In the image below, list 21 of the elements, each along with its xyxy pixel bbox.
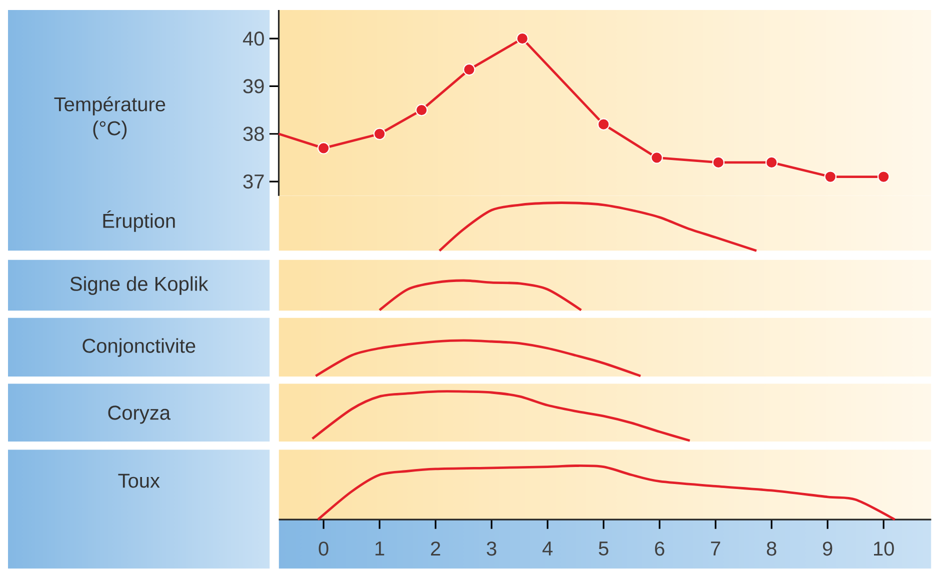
- x-tick-label: 9: [822, 542, 832, 556]
- x-tick-label: 5: [598, 542, 608, 556]
- y-tick-label: 39: [243, 79, 264, 94]
- x-tick-label: 1: [376, 542, 384, 556]
- y-axis-title: Signe de Koplik: [70, 276, 208, 296]
- x-tick-label: 6: [655, 542, 664, 556]
- y-axis-title: Conjonctivite: [82, 338, 196, 358]
- y-tick-label: 40: [242, 32, 264, 46]
- x-tick-label: 7: [711, 542, 720, 556]
- y-axis-title: Éruption: [103, 210, 175, 232]
- x-tick-label: 8: [766, 542, 776, 556]
- y-tick-label: 38: [243, 127, 264, 142]
- x-tick-label: 3: [486, 542, 496, 556]
- x-tick-label: 4: [542, 542, 553, 556]
- x-tick-label: 2: [431, 542, 440, 556]
- x-tick-label: 10: [874, 542, 894, 556]
- y-axis-title: Coryza: [108, 406, 171, 424]
- y-axis-title: Température (°C): [54, 96, 166, 140]
- x-tick-label: 0: [318, 542, 328, 556]
- y-axis-title: Toux: [118, 474, 160, 488]
- y-tick-label: 37: [243, 174, 264, 189]
